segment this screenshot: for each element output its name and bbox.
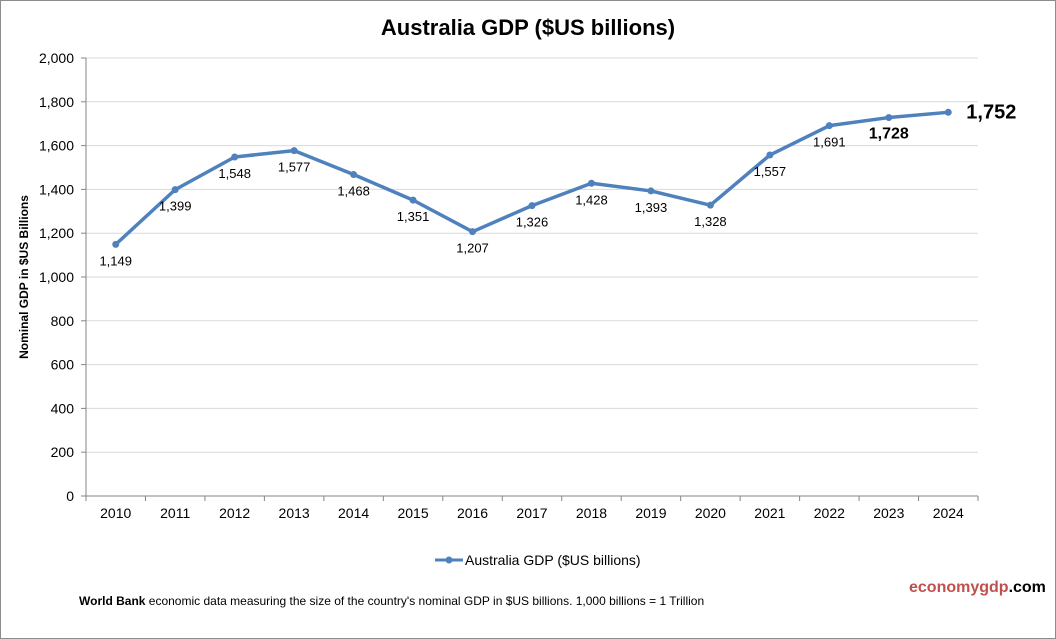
data-point (290, 147, 298, 155)
source-text: economic data measuring the size of the … (145, 594, 705, 608)
data-label: 1,468 (337, 184, 370, 199)
data-label: 1,428 (575, 192, 608, 207)
y-tick-label: 1,000 (39, 269, 74, 285)
data-point (469, 228, 477, 236)
y-tick-label: 200 (51, 444, 75, 460)
source-name: World Bank (79, 594, 146, 608)
x-tick-label: 2012 (219, 505, 250, 521)
data-point (885, 114, 893, 122)
x-tick-label: 2014 (338, 505, 369, 521)
y-tick-label: 800 (51, 313, 75, 329)
data-point (231, 153, 239, 161)
x-tick-label: 2017 (516, 505, 547, 521)
brand-name: economygdp (909, 579, 1009, 596)
legend-marker (445, 556, 453, 564)
brand-tld: .com (1008, 579, 1046, 596)
data-label: 1,351 (397, 209, 430, 224)
x-tick-label: 2013 (279, 505, 310, 521)
x-tick-label: 2020 (695, 505, 726, 521)
footnote: World Bank economic data measuring the s… (79, 594, 704, 608)
data-label: 1,728 (869, 126, 909, 143)
data-label: 1,326 (516, 215, 549, 230)
x-tick-label: 2015 (397, 505, 428, 521)
data-label: 1,399 (159, 199, 192, 214)
data-point (647, 187, 655, 195)
data-point (112, 240, 120, 248)
data-label: 1,393 (635, 200, 668, 215)
x-tick-label: 2018 (576, 505, 607, 521)
brand-logo[interactable]: economygdp.com (909, 579, 1046, 597)
data-label: 1,328 (694, 214, 727, 229)
data-point (766, 151, 774, 159)
line-chart: Australia GDP ($US billions) Nominal GDP… (17, 15, 1016, 568)
data-label: 1,149 (99, 253, 132, 268)
x-tick-label: 2011 (160, 505, 190, 521)
data-point (706, 201, 714, 209)
data-label: 1,207 (456, 241, 489, 256)
x-tick-label: 2023 (873, 505, 904, 521)
y-tick-label: 1,800 (39, 94, 74, 110)
x-tick-label: 2010 (100, 505, 131, 521)
data-label: 1,548 (218, 166, 251, 181)
y-tick-label: 1,200 (39, 225, 74, 241)
x-tick-label: 2024 (933, 505, 964, 521)
data-point (944, 108, 952, 116)
x-tick-label: 2022 (814, 505, 845, 521)
data-point (409, 196, 417, 204)
data-label: 1,752 (966, 101, 1016, 123)
y-tick-label: 600 (51, 357, 75, 373)
x-tick-label: 2019 (635, 505, 666, 521)
legend: Australia GDP ($US billions) (435, 552, 641, 568)
y-tick-label: 2,000 (39, 50, 74, 66)
data-point (528, 202, 536, 210)
data-point (171, 186, 179, 194)
data-label: 1,557 (754, 164, 787, 179)
x-tick-label: 2021 (754, 505, 785, 521)
y-axis-label: Nominal GDP in $US Billions (17, 195, 31, 359)
data-point (350, 171, 358, 179)
data-point (825, 122, 833, 130)
chart-title: Australia GDP ($US billions) (381, 15, 675, 40)
data-label: 1,577 (278, 160, 311, 175)
y-tick-label: 0 (66, 488, 74, 504)
legend-label: Australia GDP ($US billions) (465, 552, 641, 568)
data-point (587, 179, 595, 187)
x-tick-label: 2016 (457, 505, 488, 521)
y-tick-label: 1,600 (39, 138, 74, 154)
y-tick-label: 1,400 (39, 181, 74, 197)
y-tick-label: 400 (51, 400, 75, 416)
data-label: 1,691 (813, 135, 846, 150)
